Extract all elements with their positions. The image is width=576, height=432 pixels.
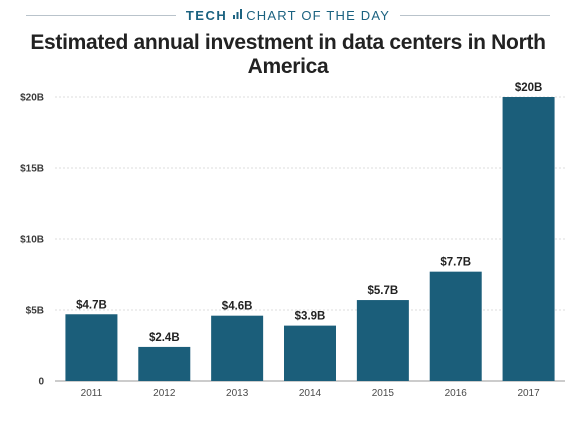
header-rule-left	[25, 14, 176, 16]
bar	[138, 346, 191, 381]
x-tick-label: 2015	[372, 388, 395, 399]
section-label: TECH	[185, 7, 228, 23]
data-label: $20B	[515, 82, 543, 94]
data-label: $4.7B	[76, 299, 107, 311]
data-label: $5.7B	[368, 285, 399, 297]
y-tick-label: $5B	[26, 306, 44, 317]
chart-header: TECH CHART OF THE DAY	[0, 5, 576, 25]
y-tick-label: $10B	[20, 235, 44, 246]
x-tick-label: 2011	[81, 388, 103, 399]
x-tick-label: 2012	[153, 388, 176, 399]
x-tick-label: 2017	[517, 388, 540, 399]
bar	[284, 325, 336, 381]
x-tick-label: 2013	[226, 388, 249, 399]
x-tick-label: 2014	[299, 388, 322, 399]
bar	[502, 97, 555, 381]
y-tick-label: $15B	[20, 164, 44, 175]
data-label: $3.9B	[295, 311, 326, 323]
bar-chart-icon	[233, 6, 243, 24]
bar	[356, 300, 409, 381]
x-tick-label: 2016	[445, 388, 468, 399]
data-label: $2.4B	[149, 332, 180, 344]
data-label: $7.7B	[440, 257, 471, 269]
bar	[65, 314, 118, 381]
data-label: $4.6B	[222, 301, 253, 313]
header-rule-right	[400, 14, 551, 16]
bar	[211, 315, 264, 381]
bar	[429, 271, 482, 381]
chart-of-the-day-label: CHART OF THE DAY	[246, 7, 391, 23]
y-tick-label: 0	[38, 377, 44, 388]
y-tick-label: $20B	[20, 93, 44, 104]
chart-title: Estimated annual investment in data cent…	[30, 31, 546, 78]
